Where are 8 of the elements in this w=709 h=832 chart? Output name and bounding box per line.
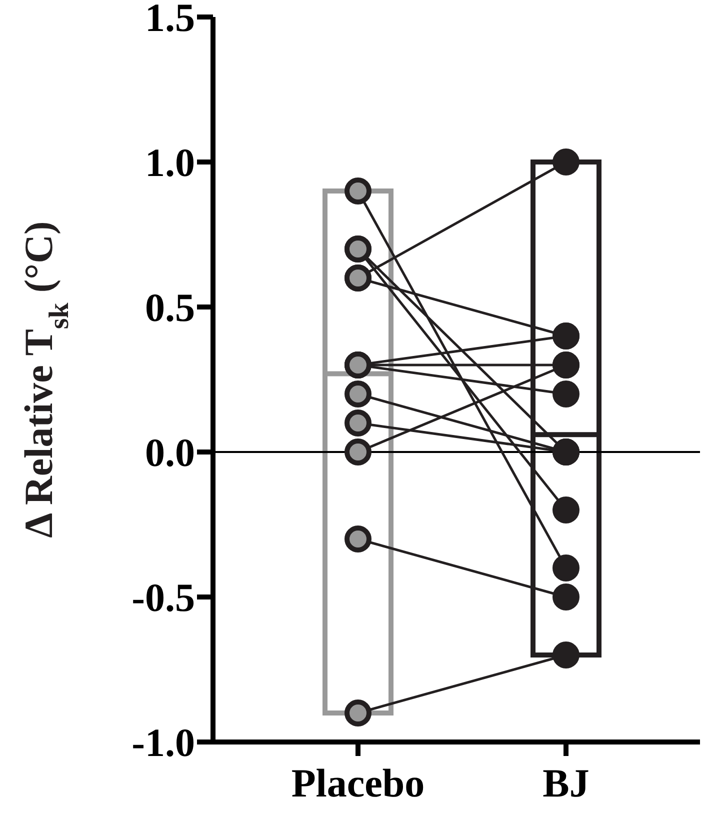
y-tick-label: 1.0 (145, 140, 195, 186)
x-tick-label: Placebo (291, 760, 425, 806)
y-tick-label: -0.5 (132, 575, 195, 620)
y-tick-label: -1.0 (132, 720, 195, 766)
x-tick-label: BJ (542, 760, 590, 806)
y-tick-label: 1.5 (145, 0, 195, 40)
y-tick-label: 0.5 (145, 285, 195, 330)
y-tick-label: 0.0 (145, 430, 195, 476)
